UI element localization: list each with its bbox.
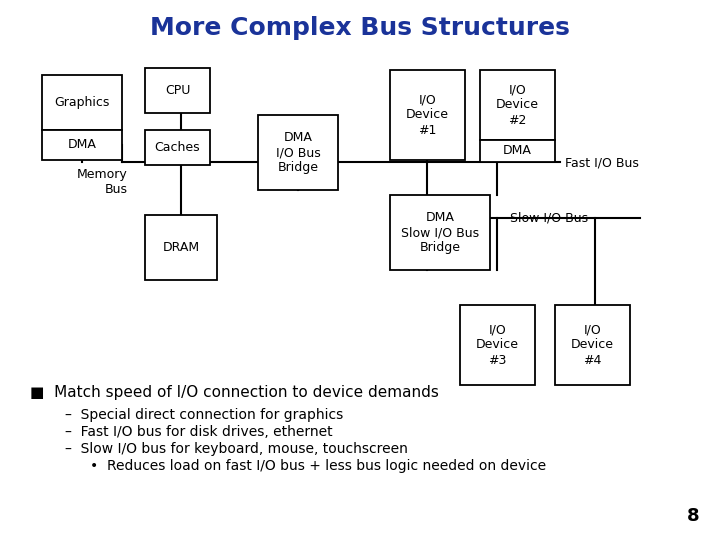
Text: Caches: Caches	[155, 141, 200, 154]
Bar	[390, 70, 465, 160]
Text: –  Special direct connection for graphics: – Special direct connection for graphics	[65, 408, 343, 422]
Text: I/O
Device
#1: I/O Device #1	[406, 93, 449, 137]
Text: CPU: CPU	[165, 84, 190, 97]
Text: DMA
Slow I/O Bus
Bridge: DMA Slow I/O Bus Bridge	[401, 211, 479, 254]
Text: DMA: DMA	[503, 145, 532, 158]
Bar	[42, 130, 122, 160]
Bar	[555, 305, 630, 385]
Text: I/O
Device
#4: I/O Device #4	[571, 323, 614, 367]
Bar	[145, 68, 210, 113]
Bar	[480, 70, 555, 140]
Bar	[42, 75, 122, 130]
Bar	[390, 195, 490, 270]
Bar	[145, 130, 210, 165]
Text: 8: 8	[688, 507, 700, 525]
Bar	[460, 305, 535, 385]
Text: •  Reduces load on fast I/O bus + less bus logic needed on device: • Reduces load on fast I/O bus + less bu…	[90, 459, 546, 473]
Text: ■  Match speed of I/O connection to device demands: ■ Match speed of I/O connection to devic…	[30, 386, 439, 401]
Text: –  Fast I/O bus for disk drives, ethernet: – Fast I/O bus for disk drives, ethernet	[65, 425, 333, 439]
Bar	[480, 140, 555, 162]
Text: I/O
Device
#2: I/O Device #2	[496, 84, 539, 126]
Text: DMA
I/O Bus
Bridge: DMA I/O Bus Bridge	[276, 131, 320, 174]
Text: Memory
Bus: Memory Bus	[77, 168, 128, 196]
Text: DMA: DMA	[68, 138, 96, 152]
Text: More Complex Bus Structures: More Complex Bus Structures	[150, 16, 570, 40]
Text: –  Slow I/O bus for keyboard, mouse, touchscreen: – Slow I/O bus for keyboard, mouse, touc…	[65, 442, 408, 456]
Text: Graphics: Graphics	[54, 96, 109, 109]
Text: Fast I/O Bus: Fast I/O Bus	[565, 157, 639, 170]
Bar	[258, 115, 338, 190]
Bar	[145, 215, 217, 280]
Text: DRAM: DRAM	[163, 241, 199, 254]
Text: Slow I/O Bus: Slow I/O Bus	[510, 212, 588, 225]
Text: I/O
Device
#3: I/O Device #3	[476, 323, 519, 367]
